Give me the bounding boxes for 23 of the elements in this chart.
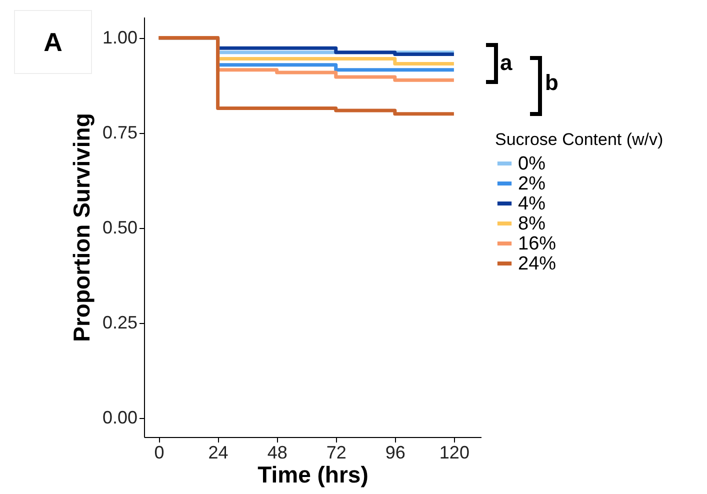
x-axis-title: Time (hrs) [258,462,368,488]
legend-label: 4% [518,194,546,214]
legend-label: 0% [518,154,546,174]
y-axis-title: Proportion Surviving [68,113,94,342]
x-tick-label: 96 [385,442,406,462]
x-tick-label: 120 [439,442,470,462]
x-tick-label: 24 [208,442,228,462]
y-tick-label: 1.00 [102,27,138,48]
legend-label: 16% [518,234,556,254]
text: a [500,50,512,76]
x-tick-label: 72 [326,442,346,462]
text: b [545,70,558,96]
legend-title: Sucrose Content (w/v) [495,130,664,149]
y-tick-label: 0.50 [102,217,138,238]
text: A [14,10,92,74]
x-tick-label: 0 [154,442,164,462]
y-tick-label: 0.00 [102,407,138,428]
x-tick-label: 48 [267,442,288,462]
legend-label: 8% [518,214,546,234]
y-tick-label: 0.75 [102,122,138,142]
legend-label: 2% [518,174,546,194]
y-tick-label: 0.25 [102,312,138,332]
legend-label: 24% [518,254,556,274]
